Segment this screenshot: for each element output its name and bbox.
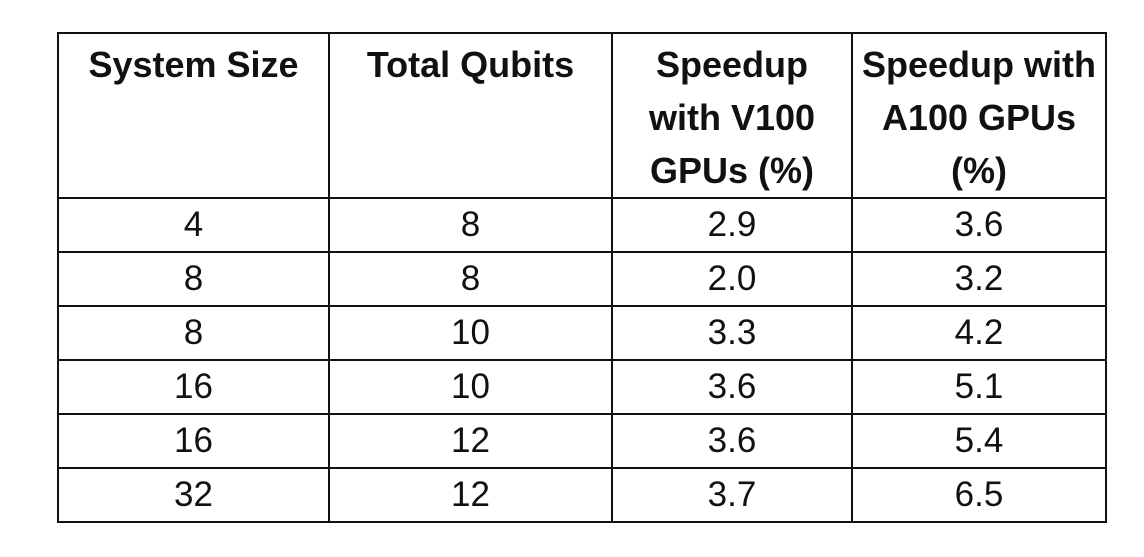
cell-speedup-a100: 6.5 bbox=[851, 467, 1107, 523]
header-speedup-v100: Speedup with V100 GPUs (%) bbox=[611, 32, 853, 199]
cell-system-size: 16 bbox=[57, 413, 330, 469]
table-row: 8 8 2.0 3.2 bbox=[57, 251, 1107, 307]
table-row: 4 8 2.9 3.6 bbox=[57, 197, 1107, 253]
cell-system-size: 32 bbox=[57, 467, 330, 523]
cell-speedup-a100: 5.4 bbox=[851, 413, 1107, 469]
cell-system-size: 4 bbox=[57, 197, 330, 253]
cell-total-qubits: 10 bbox=[328, 359, 613, 415]
cell-speedup-v100: 3.6 bbox=[611, 413, 853, 469]
cell-speedup-v100: 2.9 bbox=[611, 197, 853, 253]
header-system-size: System Size bbox=[57, 32, 330, 199]
table-row: 16 10 3.6 5.1 bbox=[57, 359, 1107, 415]
cell-total-qubits: 10 bbox=[328, 305, 613, 361]
cell-total-qubits: 12 bbox=[328, 413, 613, 469]
header-label: Speedup with V100 GPUs (%) bbox=[648, 44, 816, 191]
cell-speedup-v100: 3.3 bbox=[611, 305, 853, 361]
header-total-qubits: Total Qubits bbox=[328, 32, 613, 199]
cell-system-size: 8 bbox=[57, 305, 330, 361]
table-row: 32 12 3.7 6.5 bbox=[57, 467, 1107, 523]
cell-total-qubits: 8 bbox=[328, 251, 613, 307]
cell-total-qubits: 8 bbox=[328, 197, 613, 253]
cell-speedup-v100: 2.0 bbox=[611, 251, 853, 307]
table-body: 4 8 2.9 3.6 8 8 2.0 3.2 8 10 3.3 4.2 16 … bbox=[57, 197, 1107, 523]
table-row: 8 10 3.3 4.2 bbox=[57, 305, 1107, 361]
header-speedup-a100: Speedup with A100 GPUs (%) bbox=[851, 32, 1107, 199]
header-label: Total Qubits bbox=[366, 44, 575, 85]
cell-speedup-a100: 3.6 bbox=[851, 197, 1107, 253]
cell-speedup-v100: 3.6 bbox=[611, 359, 853, 415]
speedup-table: System Size Total Qubits Speedup with V1… bbox=[57, 32, 1107, 523]
cell-speedup-a100: 5.1 bbox=[851, 359, 1107, 415]
cell-system-size: 16 bbox=[57, 359, 330, 415]
cell-speedup-v100: 3.7 bbox=[611, 467, 853, 523]
header-label: Speedup with A100 GPUs (%) bbox=[862, 44, 1096, 191]
cell-system-size: 8 bbox=[57, 251, 330, 307]
cell-speedup-a100: 3.2 bbox=[851, 251, 1107, 307]
header-label: System Size bbox=[88, 44, 299, 85]
table-row: 16 12 3.6 5.4 bbox=[57, 413, 1107, 469]
cell-total-qubits: 12 bbox=[328, 467, 613, 523]
cell-speedup-a100: 4.2 bbox=[851, 305, 1107, 361]
header-row: System Size Total Qubits Speedup with V1… bbox=[57, 32, 1107, 199]
table-header: System Size Total Qubits Speedup with V1… bbox=[57, 32, 1107, 199]
